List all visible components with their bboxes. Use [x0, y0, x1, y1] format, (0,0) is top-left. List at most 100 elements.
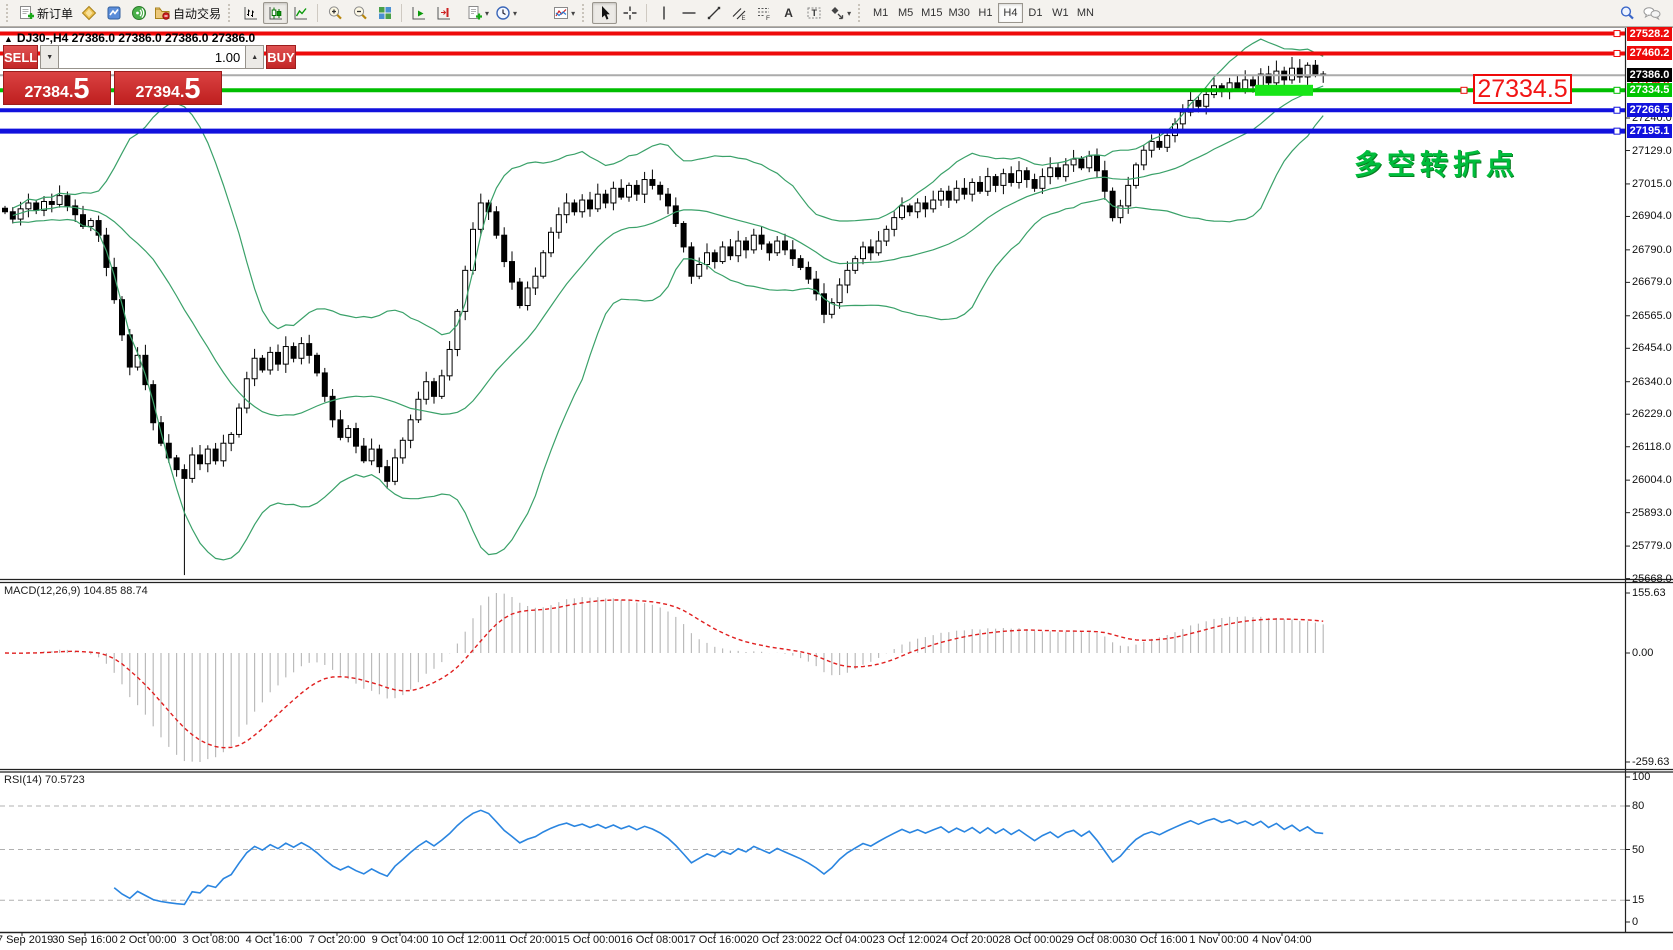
text-label-icon: T [806, 5, 822, 21]
candlestick-mode-button[interactable] [263, 2, 289, 24]
profiles-button[interactable] [76, 2, 101, 24]
zoom-out-icon [352, 5, 368, 21]
chat-button[interactable] [1639, 2, 1665, 24]
search-icon [1619, 5, 1635, 21]
text-label-tool-button[interactable]: T [801, 2, 826, 24]
one-click-trading-panel: SELL ▼ ▲ BUY 27384.5 27394.5 [3, 45, 296, 105]
chart-shift-button[interactable] [431, 2, 456, 24]
price-tick-label: 27129.0 [1632, 144, 1672, 157]
toolbar-grip[interactable] [228, 4, 234, 22]
timeframe-button-w1[interactable]: W1 [1048, 3, 1073, 23]
rsi-scale-label: 15 [1632, 894, 1645, 907]
trendline-tool-button[interactable] [701, 2, 726, 24]
time-tick-label: 30 Sep 16:00 [52, 934, 118, 946]
signals-button[interactable] [126, 2, 151, 24]
autotrading-label: 自动交易 [173, 6, 222, 21]
svg-text:E: E [741, 16, 745, 21]
macd-scale-label: 0.00 [1632, 647, 1654, 659]
hline-price-tag: 27334.5 [1627, 83, 1672, 98]
toolbar-grip[interactable] [582, 4, 588, 22]
time-tick-label: 4 Oct 16:00 [245, 934, 303, 946]
arrows-tool-button[interactable]: ▾ [826, 2, 854, 24]
bar-chart-mode-button[interactable] [238, 2, 263, 24]
timeframe-button-m1[interactable]: M1 [868, 3, 893, 23]
indicators-icon [553, 5, 569, 21]
dropdown-arrow-icon: ▾ [485, 8, 490, 18]
channel-icon: E [731, 5, 747, 21]
volume-input[interactable] [59, 45, 246, 69]
sell-price-main: 27384. [24, 84, 74, 101]
price-tick-label: 26004.0 [1632, 474, 1672, 487]
toolbar-grip[interactable] [6, 4, 12, 22]
period-dropdown-button[interactable]: ▾ [492, 2, 520, 24]
zoom-out-button[interactable] [347, 2, 372, 24]
new-order-label: 新订单 [37, 6, 74, 21]
line-chart-mode-button[interactable] [288, 2, 313, 24]
timeframe-button-m5[interactable]: M5 [893, 3, 918, 23]
time-tick-label: 10 Oct 12:00 [431, 934, 495, 946]
fibonacci-tool-button[interactable]: F [751, 2, 776, 24]
time-tick-label: 16 Oct 08:00 [620, 934, 684, 946]
toolbar-separator [401, 4, 403, 22]
horizontal-line-tool-button[interactable] [676, 2, 701, 24]
time-tick-label: 7 Oct 20:00 [308, 934, 366, 946]
dropdown-arrow-icon: ▾ [513, 8, 518, 18]
time-tick-label: 4 Nov 04:00 [1252, 934, 1312, 946]
tile-windows-button[interactable] [372, 2, 397, 24]
time-tick-label: 1 Nov 00:00 [1189, 934, 1249, 946]
crosshair-icon [622, 5, 638, 21]
hline-price-tag: 27195.1 [1627, 124, 1672, 139]
rsi-scale-label: 100 [1632, 771, 1651, 783]
hline-price-tag: 27528.2 [1627, 26, 1672, 41]
price-callout-box[interactable]: 27334.5 [1473, 74, 1572, 104]
search-button[interactable] [1614, 2, 1639, 24]
text-tool-button[interactable]: A [776, 2, 801, 24]
dropdown-arrow-icon: ▾ [847, 8, 852, 18]
rsi-scale-label: 50 [1632, 843, 1645, 856]
channel-tool-button[interactable]: E [726, 2, 751, 24]
toolbar-grip[interactable] [858, 4, 864, 22]
signals-icon [131, 5, 147, 21]
indicators-dropdown-button[interactable]: ▾ [550, 2, 578, 24]
cursor-tool-button[interactable] [592, 2, 618, 24]
crosshair-tool-button[interactable] [617, 2, 642, 24]
sell-button[interactable]: SELL [3, 45, 39, 69]
market-watch-button[interactable] [101, 2, 126, 24]
timeframe-button-h4[interactable]: H4 [997, 3, 1023, 23]
rsi-scale-label: 0 [1632, 916, 1639, 928]
time-tick-label: 9 Oct 04:00 [371, 934, 429, 946]
timeframe-button-h1[interactable]: H1 [973, 3, 998, 23]
bid-price-tag: 27386.0 [1627, 68, 1672, 83]
auto-scroll-button[interactable] [406, 2, 431, 24]
timeframe-button-m30[interactable]: M30 [946, 3, 973, 23]
vertical-line-tool-button[interactable] [651, 2, 676, 24]
timeframe-button-d1[interactable]: D1 [1023, 3, 1048, 23]
turning-point-annotation[interactable]: 多空转折点 [1354, 149, 1520, 180]
toolbar-separator [317, 4, 319, 22]
price-tick-label: 26229.0 [1632, 408, 1672, 421]
buy-price-big-digit: 5 [184, 73, 201, 105]
sell-price-big-digit: 5 [73, 73, 90, 105]
new-order-button[interactable]: 新订单 [16, 2, 76, 24]
candlestick-icon [268, 5, 284, 21]
tile-windows-icon [377, 5, 393, 21]
autotrading-button[interactable]: 自动交易 [151, 2, 224, 24]
price-tick-label: 26790.0 [1632, 243, 1672, 256]
timeframe-button-m15[interactable]: M15 [918, 3, 945, 23]
auto-scroll-icon [411, 5, 427, 21]
volume-decrease-button[interactable]: ▼ [40, 45, 60, 69]
time-tick-label: 28 Oct 00:00 [998, 934, 1062, 946]
collapse-icon[interactable]: ▲ [4, 34, 13, 44]
new-chart-button[interactable]: ▾ [464, 2, 492, 24]
rsi-label: RSI(14) 70.5723 [4, 774, 85, 786]
buy-price[interactable]: 27394. 5 [114, 71, 222, 105]
volume-increase-button[interactable]: ▲ [245, 45, 265, 69]
sell-price[interactable]: 27384. 5 [3, 71, 111, 105]
zoom-in-button[interactable] [322, 2, 347, 24]
buy-button[interactable]: BUY [266, 45, 296, 69]
clock-icon [495, 5, 511, 21]
timeframe-button-mn[interactable]: MN [1073, 3, 1098, 23]
profiles-icon [81, 5, 97, 21]
time-tick-label: 3 Oct 08:00 [182, 934, 240, 946]
